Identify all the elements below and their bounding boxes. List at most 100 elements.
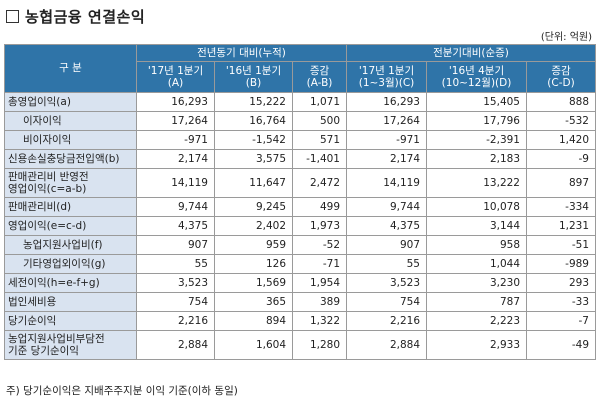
value-cell: 907	[136, 235, 215, 255]
table-row: 기타영업외이익(g) 55 126 -71 55 1,044 -989	[4, 254, 596, 274]
value-cell: -71	[292, 254, 347, 274]
table-row: 영업이익(e=c-d) 4,375 2,402 1,973 4,375 3,144 1,23…	[4, 216, 596, 236]
value-cell: 897	[526, 168, 596, 198]
value-cell: 389	[292, 292, 347, 312]
row-label: 비이자이익	[4, 130, 137, 150]
value-cell: 2,183	[426, 149, 527, 169]
row-label: 판매관리비(d)	[4, 197, 137, 217]
table-row: 판매관리비 반영전 영업이익(c=a-b) 14,119 11,647 2,472 14,…	[4, 168, 596, 198]
row-label: 당기순이익	[4, 311, 137, 331]
row-label-text: 당기순이익	[8, 314, 57, 327]
row-label-text: 농업지원사업비(f)	[23, 238, 103, 251]
row-label-text: 세전이익(h=e-f+g)	[8, 276, 100, 289]
value-cell: 3,144	[426, 216, 527, 236]
value-cell: 1,322	[292, 311, 347, 331]
table-row: 이자이익 17,264 16,764 500 17,264 17,796 -532	[4, 111, 596, 131]
header-column-text: (1~3월)(C)	[358, 77, 415, 89]
value-cell: 2,472	[292, 168, 347, 198]
value-cell: 9,744	[346, 197, 427, 217]
table-row: 당기순이익 2,216 894 1,322 2,216 2,223 -7	[4, 311, 596, 331]
checkbox-square-icon	[6, 10, 19, 23]
page-title: 농협금융 연결손익	[6, 6, 145, 27]
value-cell: 11,647	[214, 168, 293, 198]
row-label: 판매관리비 반영전 영업이익(c=a-b)	[4, 168, 137, 198]
value-cell: 3,523	[136, 273, 215, 293]
value-cell: 55	[136, 254, 215, 274]
value-cell: 3,230	[426, 273, 527, 293]
value-cell: 1,071	[292, 92, 347, 112]
value-cell: 17,264	[136, 111, 215, 131]
header-column-text: 증감	[551, 64, 571, 77]
header-group1: 전년동기 대비(누적)	[136, 44, 347, 62]
header-column: '16년 4분기 (10~12월)(D)	[426, 61, 527, 93]
table-row: 판매관리비(d) 9,744 9,245 499 9,744 10,078 -334	[4, 197, 596, 217]
value-cell: 15,405	[426, 92, 527, 112]
value-cell: 2,216	[136, 311, 215, 331]
value-cell: -532	[526, 111, 596, 131]
value-cell: -9	[526, 149, 596, 169]
table-row: 신용손실충당금전입액(b) 2,174 3,575 -1,401 2,174 2,183-…	[4, 149, 596, 169]
value-cell: 2,884	[346, 330, 427, 360]
value-cell: 2,223	[426, 311, 527, 331]
header-column: 증감 (C-D)	[526, 61, 596, 93]
header-column: '17년 1분기 (A)	[136, 61, 215, 93]
header-group2: 전분기대비(순증)	[346, 44, 596, 62]
header-column-text: '16년 4분기	[448, 64, 505, 77]
value-cell: 16,293	[136, 92, 215, 112]
header-gubun: 구 분	[4, 44, 137, 93]
row-label-text: 영업이익(c=a-b)	[8, 183, 87, 195]
value-cell: 293	[526, 273, 596, 293]
row-label-text: 법인세비용	[8, 295, 57, 308]
value-cell: 1,231	[526, 216, 596, 236]
row-label-text: 기준 당기순이익	[8, 345, 79, 357]
value-cell: -52	[292, 235, 347, 255]
row-label: 세전이익(h=e-f+g)	[4, 273, 137, 293]
value-cell: 126	[214, 254, 293, 274]
value-cell: 754	[346, 292, 427, 312]
value-cell: 499	[292, 197, 347, 217]
value-cell: 907	[346, 235, 427, 255]
value-cell: -49	[526, 330, 596, 360]
value-cell: 365	[214, 292, 293, 312]
value-cell: -1,401	[292, 149, 347, 169]
row-label: 이자이익	[4, 111, 137, 131]
header-column-text: (10~12월)(D)	[441, 77, 512, 89]
value-cell: 500	[292, 111, 347, 131]
value-cell: 4,375	[346, 216, 427, 236]
value-cell: 1,973	[292, 216, 347, 236]
value-cell: 16,293	[346, 92, 427, 112]
value-cell: -7	[526, 311, 596, 331]
income-table: 구 분 전년동기 대비(누적) 전분기대비(순증) '17년 1분기 (A) '16년 …	[4, 44, 596, 360]
value-cell: 14,119	[136, 168, 215, 198]
value-cell: 2,174	[136, 149, 215, 169]
value-cell: 16,764	[214, 111, 293, 131]
table-row: 세전이익(h=e-f+g) 3,523 1,569 1,954 3,523 3,230 29…	[4, 273, 596, 293]
value-cell: 2,174	[346, 149, 427, 169]
header-column-text: (C-D)	[547, 77, 575, 89]
row-label: 총영업이익(a)	[4, 92, 137, 112]
row-label-text: 기타영업외이익(g)	[23, 257, 106, 270]
header-column-text: '16년 1분기 (B)	[225, 64, 282, 89]
unit-label: (단위: 억원)	[540, 32, 592, 43]
value-cell: 1,280	[292, 330, 347, 360]
table-row: 농업지원사업비부담전 기준 당기순이익 2,884 1,604 1,280 2,884 2,…	[4, 330, 596, 360]
header-column: '16년 1분기 (B)	[214, 61, 293, 93]
row-label-text: 이자이익	[23, 114, 62, 127]
row-label-text: 총영업이익(a)	[8, 95, 71, 108]
value-cell: 2,884	[136, 330, 215, 360]
value-cell: -989	[526, 254, 596, 274]
header-row-columns: '17년 1분기 (A) '16년 1분기 (B) 증감 (A-B) '17년 1분기(…	[5, 61, 596, 93]
value-cell: 958	[426, 235, 527, 255]
value-cell: 1,954	[292, 273, 347, 293]
row-label-text: 판매관리비 반영전	[8, 170, 89, 183]
value-cell: 1,420	[526, 130, 596, 150]
value-cell: -1,542	[214, 130, 293, 150]
value-cell: 1,569	[214, 273, 293, 293]
header-column: 증감 (A-B)	[292, 61, 347, 93]
value-cell: 894	[214, 311, 293, 331]
table-row: 농업지원사업비(f) 907 959 -52 907 958 -51	[4, 235, 596, 255]
row-label-text: 영업이익(e=c-d)	[8, 219, 87, 232]
value-cell: 2,933	[426, 330, 527, 360]
value-cell: 888	[526, 92, 596, 112]
value-cell: 4,375	[136, 216, 215, 236]
